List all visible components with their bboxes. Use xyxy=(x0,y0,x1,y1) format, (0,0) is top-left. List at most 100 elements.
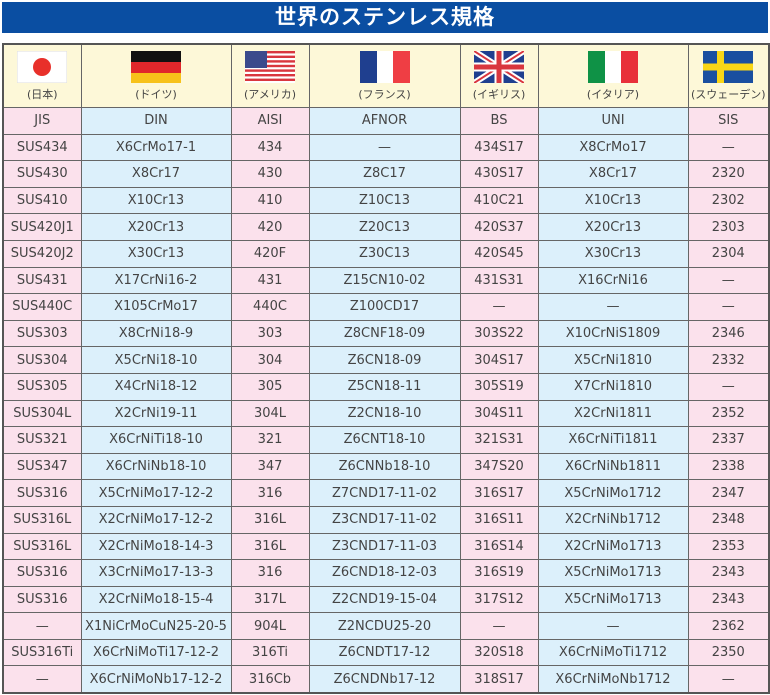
cell-uni: X20Cr13 xyxy=(537,213,689,241)
cell-afnor: Z3CND17-11-02 xyxy=(308,505,461,534)
cell-din: X2CrNiMo18-14-3 xyxy=(80,532,232,561)
cell-aisi: 904L xyxy=(230,612,310,640)
country-header-uni: (イタリア) xyxy=(537,43,689,108)
table-row: SUS321 X6CrNiTi18-10 321 Z6CNT18-10 321S31 X6… xyxy=(2,426,770,454)
cell-bs: 303S22 xyxy=(459,319,539,348)
table-row: SUS431 X17CrNi16-2 431 Z15CN10-02 431S31 X16C… xyxy=(2,266,770,295)
country-name: (ドイツ) xyxy=(135,88,177,101)
cell-jis: SUS410 xyxy=(2,186,82,215)
cell-uni: — xyxy=(537,293,689,321)
cell-aisi: 304L xyxy=(230,399,310,428)
cell-din: X2CrNiMo17-12-2 xyxy=(80,505,232,534)
table-row: SUS305 X4CrNi18-12 305 Z5CN18-11 305S19 X7CrN… xyxy=(2,372,770,401)
cell-uni: X5CrNiMo1713 xyxy=(537,585,689,614)
cell-uni: X8CrMo17 xyxy=(537,133,689,162)
cell-jis: SUS440C xyxy=(2,293,82,321)
cell-aisi: 304 xyxy=(230,346,310,374)
cell-uni: — xyxy=(537,612,689,640)
cell-jis: — xyxy=(2,612,82,640)
cell-afnor: Z7CND17-11-02 xyxy=(308,479,461,507)
cell-bs: 410C21 xyxy=(459,186,539,215)
cell-sis: — xyxy=(687,266,770,295)
cell-sis: 2343 xyxy=(687,559,770,587)
cell-din: X6CrNiMoTi17-12-2 xyxy=(80,638,232,667)
cell-sis: 2343 xyxy=(687,585,770,614)
cell-jis: SUS304 xyxy=(2,346,82,374)
cell-bs: 316S14 xyxy=(459,532,539,561)
cell-din: X17CrNi16-2 xyxy=(80,266,232,295)
cell-aisi: 347 xyxy=(230,452,310,481)
cell-aisi: 316 xyxy=(230,559,310,587)
table-row: SUS304L X2CrNi19-11 304L Z2CN18-10 304S11 X2C… xyxy=(2,399,770,428)
cell-bs: 430S17 xyxy=(459,160,539,188)
country-header-sis: (スウェーデン) xyxy=(687,43,770,108)
cell-jis: SUS316L xyxy=(2,532,82,561)
table-row: SUS316L X2CrNiMo17-12-2 316L Z3CND17-11-02 3… xyxy=(2,505,770,534)
cell-sis: 2362 xyxy=(687,612,770,640)
cell-uni: X2CrNiNb1712 xyxy=(537,505,689,534)
cell-afnor: Z2CND19-15-04 xyxy=(308,585,461,614)
cell-bs: 316S11 xyxy=(459,505,539,534)
cell-sis: 2348 xyxy=(687,505,770,534)
cell-bs: 317S12 xyxy=(459,585,539,614)
uk-flag-icon xyxy=(472,48,526,86)
cell-aisi: 303 xyxy=(230,319,310,348)
cell-bs: 305S19 xyxy=(459,372,539,401)
cell-uni: X6CrNiMoNb1712 xyxy=(537,665,689,694)
cell-din: X4CrNi18-12 xyxy=(80,372,232,401)
cell-uni: X6CrNiMoTi1712 xyxy=(537,638,689,667)
country-name: (アメリカ) xyxy=(243,88,297,101)
cell-sis: — xyxy=(687,133,770,162)
table-row: SUS430 X8Cr17 430 Z8C17 430S17 X8Cr17 2320 xyxy=(2,160,770,188)
cell-din: X10Cr13 xyxy=(80,186,232,215)
cell-bs: 316S17 xyxy=(459,479,539,507)
cell-aisi: 420 xyxy=(230,213,310,241)
cell-aisi: 316L xyxy=(230,532,310,561)
cell-uni: X2CrNiMo1713 xyxy=(537,532,689,561)
cell-afnor: Z3CND17-11-03 xyxy=(308,532,461,561)
cell-jis: SUS347 xyxy=(2,452,82,481)
cell-jis: SUS431 xyxy=(2,266,82,295)
country-name: (スウェーデン) xyxy=(690,88,766,101)
cell-afnor: Z8CNF18-09 xyxy=(308,319,461,348)
standard-header-afnor: AFNOR xyxy=(308,107,461,135)
cell-uni: X5CrNi1810 xyxy=(537,346,689,374)
cell-aisi: 420F xyxy=(230,239,310,268)
table-row: SUS316L X2CrNiMo18-14-3 316L Z3CND17-11-03 3… xyxy=(2,532,770,561)
country-header-din: (ドイツ) xyxy=(80,43,232,108)
standard-header-aisi: AISI xyxy=(230,107,310,135)
cell-din: X5CrNi18-10 xyxy=(80,346,232,374)
standard-header-jis: JIS xyxy=(2,107,82,135)
cell-sis: 2353 xyxy=(687,532,770,561)
stainless-standards-table: (日本) (ドイツ) (アメリカ) (フランス) (イギリス) (イタリア) (スウェーデン… xyxy=(2,43,770,695)
cell-afnor: Z10C13 xyxy=(308,186,461,215)
table-row: SUS304 X5CrNi18-10 304 Z6CN18-09 304S17 X5CrN… xyxy=(2,346,770,374)
japan-flag-icon xyxy=(16,50,68,84)
france-flag-icon xyxy=(359,51,410,83)
table-row: SUS420J1 X20Cr13 420 Z20C13 420S37 X20Cr13 230… xyxy=(2,213,770,241)
cell-sis: 2303 xyxy=(687,213,770,241)
cell-aisi: 440C xyxy=(230,293,310,321)
cell-aisi: 316Ti xyxy=(230,638,310,667)
cell-bs: 321S31 xyxy=(459,426,539,454)
cell-din: X6CrMo17-1 xyxy=(80,133,232,162)
cell-jis: SUS316L xyxy=(2,505,82,534)
cell-afnor: Z6CND18-12-03 xyxy=(308,559,461,587)
cell-bs: 316S19 xyxy=(459,559,539,587)
cell-jis: SUS420J2 xyxy=(2,239,82,268)
cell-din: X20Cr13 xyxy=(80,213,232,241)
cell-sis: — xyxy=(687,372,770,401)
cell-jis: SUS304L xyxy=(2,399,82,428)
cell-bs: — xyxy=(459,612,539,640)
cell-jis: SUS316Ti xyxy=(2,638,82,667)
cell-afnor: Z6CNT18-10 xyxy=(308,426,461,454)
cell-bs: 304S11 xyxy=(459,399,539,428)
cell-din: X2CrNiMo18-15-4 xyxy=(80,585,232,614)
cell-jis: SUS303 xyxy=(2,319,82,348)
cell-jis: SUS316 xyxy=(2,559,82,587)
cell-aisi: 316L xyxy=(230,505,310,534)
cell-bs: 420S45 xyxy=(459,239,539,268)
cell-afnor: Z6CN18-09 xyxy=(308,346,461,374)
cell-uni: X10CrNiS1809 xyxy=(537,319,689,348)
cell-sis: 2302 xyxy=(687,186,770,215)
